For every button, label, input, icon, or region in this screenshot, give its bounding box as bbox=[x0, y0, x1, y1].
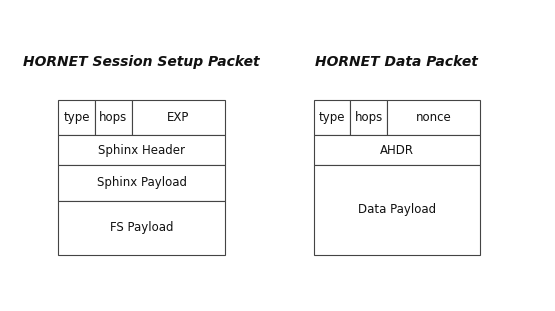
Text: type: type bbox=[319, 111, 345, 124]
Text: nonce: nonce bbox=[416, 111, 451, 124]
Text: hops: hops bbox=[355, 111, 382, 124]
Bar bbox=[58, 165, 225, 201]
Text: FS Payload: FS Payload bbox=[110, 221, 173, 234]
Text: HORNET Session Setup Packet: HORNET Session Setup Packet bbox=[23, 55, 260, 69]
Text: Sphinx Payload: Sphinx Payload bbox=[97, 176, 186, 189]
Text: AHDR: AHDR bbox=[380, 144, 414, 156]
Bar bbox=[314, 165, 480, 255]
Text: Data Payload: Data Payload bbox=[358, 203, 436, 216]
Bar bbox=[58, 201, 225, 255]
Text: type: type bbox=[63, 111, 90, 124]
Text: hops: hops bbox=[99, 111, 127, 124]
Bar bbox=[387, 100, 480, 135]
Bar bbox=[58, 100, 95, 135]
Bar bbox=[132, 100, 225, 135]
Text: HORNET Data Packet: HORNET Data Packet bbox=[315, 55, 478, 69]
Bar bbox=[314, 135, 480, 165]
Text: Sphinx Header: Sphinx Header bbox=[98, 144, 185, 156]
Bar bbox=[314, 100, 350, 135]
Bar bbox=[95, 100, 132, 135]
Bar bbox=[58, 135, 225, 165]
Text: EXP: EXP bbox=[167, 111, 189, 124]
Bar bbox=[350, 100, 387, 135]
